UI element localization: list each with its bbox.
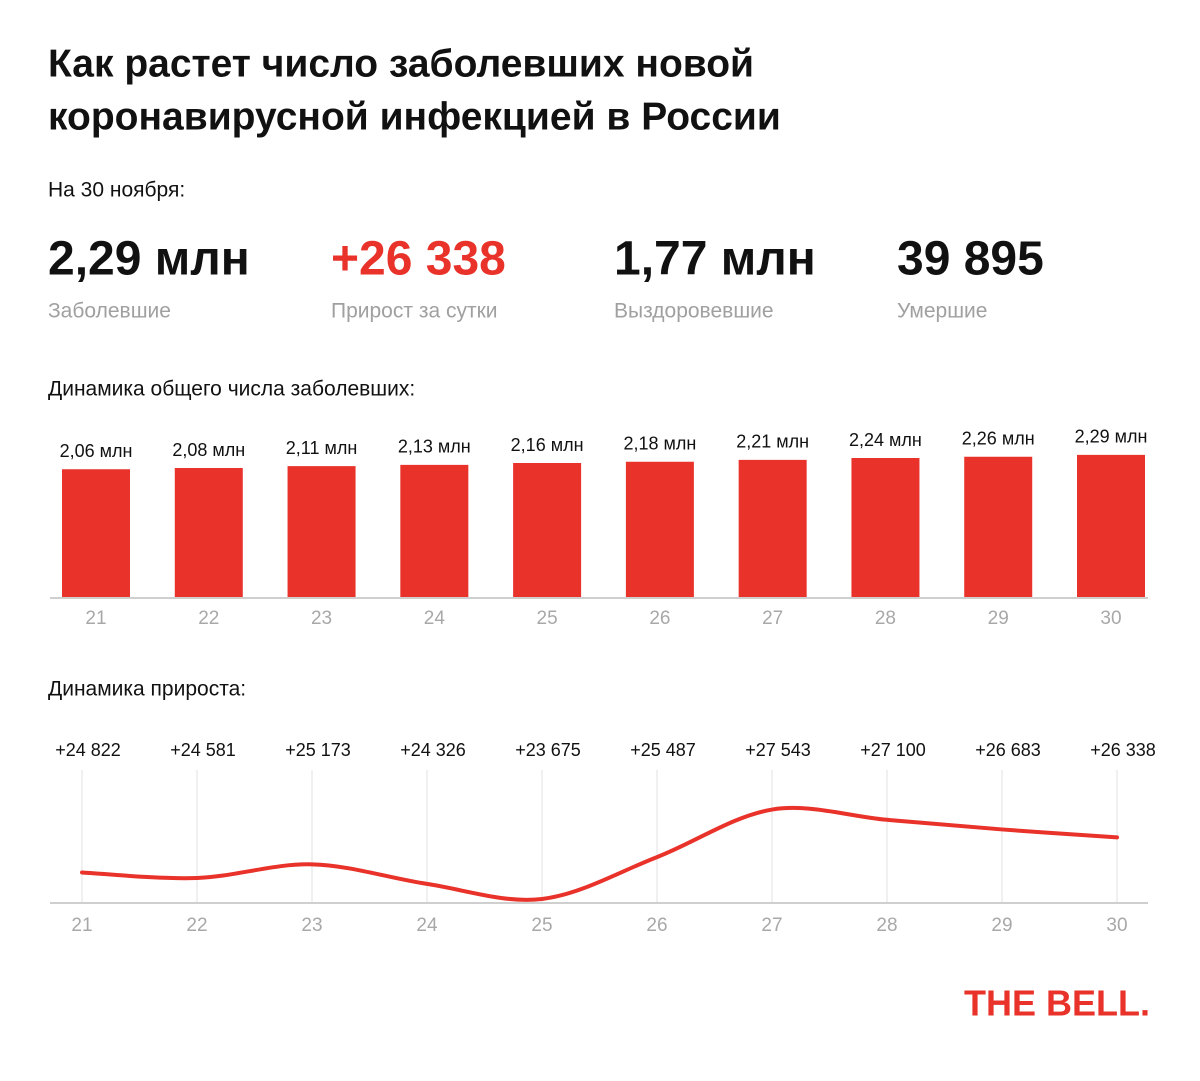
- stat-value: 2,29 млн: [48, 233, 250, 286]
- value-label: 2,18 млн: [623, 434, 696, 454]
- title-line: Как растет число заболевших новой: [48, 42, 754, 85]
- value-label: 2,06 млн: [60, 441, 133, 461]
- x-tick-label: 26: [649, 608, 670, 629]
- value-label: 2,24 млн: [849, 430, 922, 450]
- x-tick-label: 27: [761, 915, 782, 936]
- bar: [400, 464, 469, 598]
- value-label: 2,08 млн: [172, 440, 245, 460]
- value-label: +26 338: [1090, 740, 1156, 760]
- x-tick-label: 21: [71, 915, 92, 936]
- stat-label: Выздоровевшие: [614, 300, 774, 323]
- x-tick-label: 26: [646, 915, 667, 936]
- x-tick-label: 29: [991, 915, 1012, 936]
- chart-title: Динамика общего числа заболевших:: [48, 378, 415, 401]
- x-tick-label: 28: [876, 915, 897, 936]
- value-label: +24 822: [55, 740, 121, 760]
- x-tick-label: 22: [186, 915, 207, 936]
- x-tick-label: 24: [416, 915, 438, 936]
- stat-label: Заболевшие: [48, 300, 171, 323]
- stat-value: 39 895: [897, 233, 1044, 286]
- x-tick-label: 30: [1106, 915, 1127, 936]
- bar: [174, 468, 243, 598]
- x-tick-label: 29: [988, 608, 1009, 629]
- stat-value: +26 338: [331, 233, 506, 286]
- title-line: коронавирусной инфекцией в России: [48, 95, 781, 138]
- logo: THE BELL.: [964, 983, 1150, 1024]
- x-tick-label: 25: [531, 915, 552, 936]
- value-label: +23 675: [515, 740, 581, 760]
- bar: [738, 459, 807, 598]
- value-label: +26 683: [975, 740, 1041, 760]
- line: [80, 805, 1119, 902]
- value-label: 2,29 млн: [1075, 427, 1148, 447]
- value-label: +27 100: [860, 740, 926, 760]
- date-label: На 30 ноября:: [48, 179, 185, 202]
- value-label: 2,21 млн: [736, 432, 809, 452]
- value-label: 2,16 млн: [511, 435, 584, 455]
- x-tick-label: 25: [537, 608, 558, 629]
- value-label: +27 543: [745, 740, 811, 760]
- value-label: +25 487: [630, 740, 696, 760]
- value-label: 2,13 млн: [398, 437, 471, 457]
- x-tick-label: 23: [311, 608, 332, 629]
- value-label: 2,26 млн: [962, 429, 1035, 449]
- value-label: +25 173: [285, 740, 351, 760]
- bar: [62, 469, 130, 598]
- value-label: 2,11 млн: [286, 438, 358, 458]
- stat-label: Прирост за сутки: [331, 300, 498, 323]
- bar: [513, 463, 582, 598]
- bar: [287, 466, 356, 598]
- bar: [1077, 454, 1145, 598]
- x-tick-label: 21: [85, 608, 106, 629]
- x-tick-label: 27: [762, 608, 783, 629]
- bar: [851, 458, 920, 598]
- chart-title: Динамика прироста:: [48, 678, 246, 701]
- stat-label: Умершие: [897, 300, 987, 323]
- bar: [964, 456, 1033, 598]
- stat-value: 1,77 млн: [614, 233, 816, 286]
- x-tick-label: 30: [1100, 608, 1121, 629]
- x-tick-label: 24: [424, 608, 446, 629]
- value-label: +24 326: [400, 740, 466, 760]
- bar: [625, 461, 694, 598]
- x-tick-label: 28: [875, 608, 896, 629]
- x-tick-label: 22: [198, 608, 219, 629]
- x-tick-label: 23: [301, 915, 322, 936]
- value-label: +24 581: [170, 740, 236, 760]
